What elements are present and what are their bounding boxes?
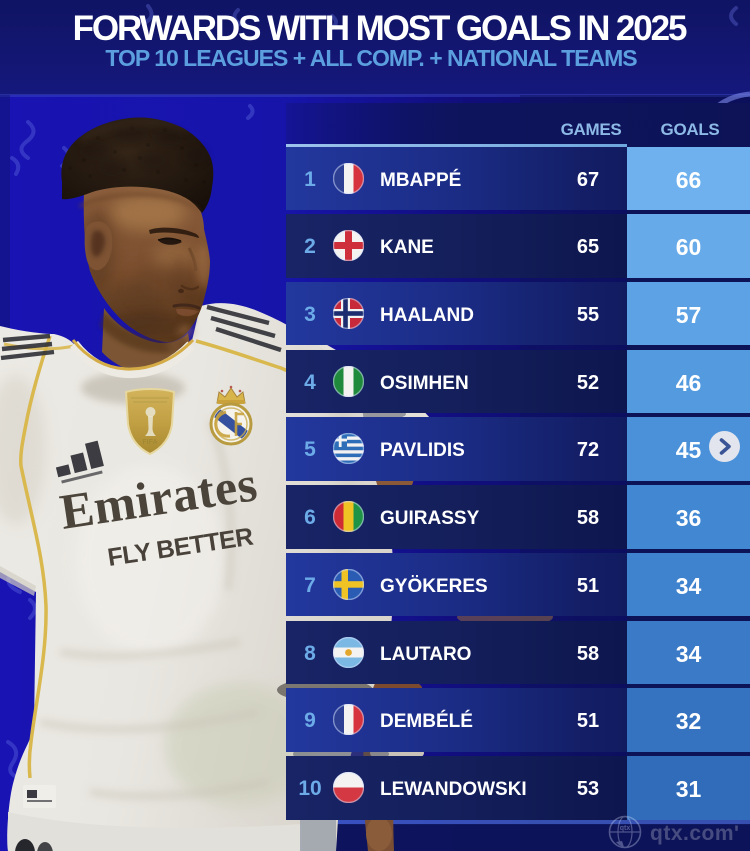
svg-text:qtx: qtx: [620, 825, 631, 832]
svg-text:FIFA: FIFA: [142, 439, 157, 446]
